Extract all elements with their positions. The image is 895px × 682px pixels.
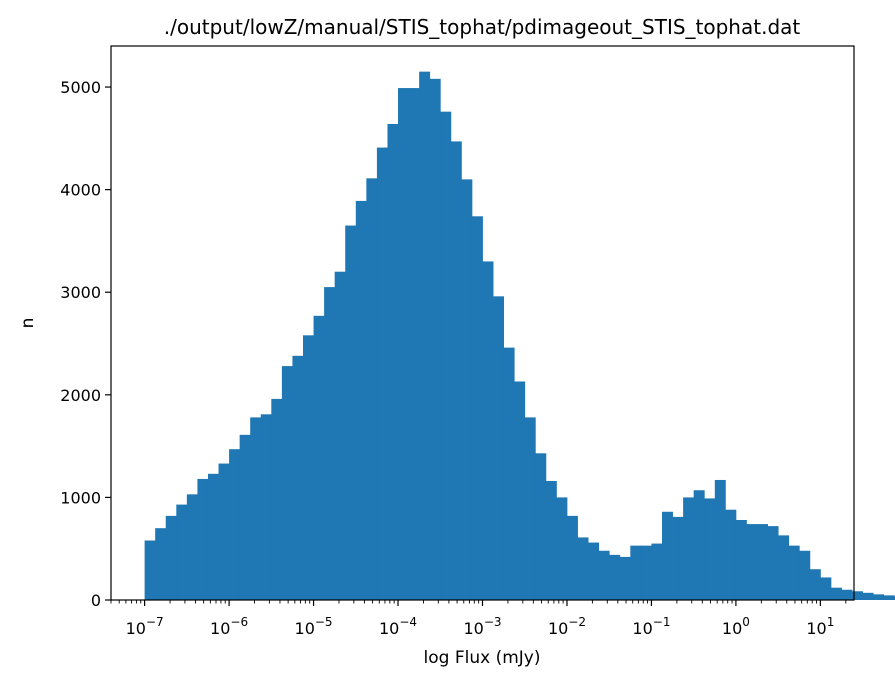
x-tick-label: 10−3 [463, 615, 501, 638]
histogram-bar [429, 78, 441, 600]
y-tick-label: 0 [91, 591, 101, 610]
histogram-bar [757, 524, 768, 600]
histogram-bar [566, 515, 578, 600]
histogram-bar [398, 88, 409, 600]
histogram-bar [746, 524, 758, 600]
histogram-bar [229, 449, 241, 600]
histogram-bar [376, 147, 388, 600]
histogram-bar [735, 519, 747, 600]
histogram-bar [165, 515, 177, 600]
histogram-bar [450, 141, 462, 600]
histogram-bar [852, 591, 864, 600]
histogram-bar [144, 540, 156, 600]
histogram-bar [471, 216, 483, 601]
histogram-bar [662, 511, 673, 600]
histogram-bar [461, 179, 473, 600]
histogram-bar [313, 315, 325, 600]
y-tick-label: 2000 [60, 386, 101, 405]
x-axis-ticks: 10−7 10−6 10−5 10−4 10−3 10−2 10−1 100 101 [126, 600, 834, 638]
histogram-bar [197, 478, 209, 600]
histogram-bar [260, 414, 272, 600]
histogram-bar [873, 594, 885, 600]
y-tick-label: 3000 [60, 283, 101, 302]
histogram-bar [155, 528, 167, 600]
histogram-bar [493, 296, 505, 600]
histogram-bar [545, 480, 557, 600]
histogram-bar [524, 417, 536, 600]
histogram-bar [820, 577, 832, 600]
histogram-bar [303, 335, 314, 600]
histogram-bar [725, 509, 737, 600]
x-tick-label: 100 [722, 615, 750, 638]
histogram-bar [334, 271, 346, 600]
y-tick-label: 4000 [60, 181, 101, 200]
histogram-bar [778, 535, 790, 600]
histogram-bar [683, 497, 695, 600]
histogram-bar [218, 463, 230, 600]
y-tick-label: 1000 [60, 488, 101, 507]
histogram-bar [503, 347, 515, 600]
histogram-bar [809, 569, 821, 600]
histogram-bar [672, 516, 684, 600]
y-tick-label: 5000 [60, 78, 101, 97]
histogram-bar [883, 595, 895, 600]
histogram-bar [609, 554, 621, 600]
histogram-bar [419, 71, 431, 600]
histogram-bar [440, 111, 452, 600]
histogram-bar [588, 542, 600, 600]
y-axis-ticks: 0 1000 2000 3000 4000 5000 [60, 78, 111, 610]
histogram-bar [630, 545, 642, 600]
histogram-bar [619, 556, 631, 600]
histogram-bar [387, 123, 399, 600]
plot-frame [110, 45, 855, 601]
x-tick-label: 10−7 [126, 615, 164, 638]
histogram-bar [556, 497, 568, 600]
histogram-bar [186, 494, 198, 600]
histogram-bar [693, 490, 705, 600]
histogram-bar [788, 545, 800, 600]
histogram-bar [355, 200, 367, 600]
histogram-bar [841, 589, 853, 600]
x-tick-label: 10−2 [548, 615, 586, 638]
histogram-bar [598, 550, 610, 600]
x-axis-label: log Flux (mJy) [424, 648, 541, 668]
histogram-bar [408, 88, 420, 600]
histogram-bars [144, 71, 895, 601]
histogram-bar [704, 498, 716, 600]
histogram-bar [514, 381, 526, 600]
x-tick-label: 101 [806, 615, 834, 638]
histogram-bar [862, 592, 874, 600]
y-axis-label: n [18, 318, 38, 329]
histogram-bar [239, 434, 251, 600]
chart-title: ./output/lowZ/manual/STIS_tophat/pdimage… [164, 15, 801, 39]
histogram-bar [830, 587, 842, 600]
histogram-bar [577, 537, 589, 600]
histogram-bar [366, 178, 378, 600]
histogram-bar [535, 453, 547, 600]
x-tick-label: 10−6 [210, 615, 248, 638]
histogram-bar [482, 261, 494, 600]
histogram-bar [207, 473, 219, 600]
histogram-bar [799, 550, 811, 600]
histogram-bar [292, 355, 304, 600]
histogram-bar [176, 504, 188, 600]
histogram-bar [281, 366, 293, 600]
histogram-bar [714, 479, 726, 600]
x-tick-label: 10−4 [379, 615, 417, 638]
histogram-bar [250, 417, 262, 600]
histogram-bar [271, 398, 283, 600]
x-tick-label: 10−5 [295, 615, 333, 638]
histogram-bar [345, 225, 357, 601]
x-tick-label: 10−1 [632, 615, 670, 638]
histogram-bar [651, 543, 663, 600]
histogram-bar [767, 526, 779, 600]
histogram-bar [324, 287, 336, 600]
histogram-bar [640, 545, 652, 600]
